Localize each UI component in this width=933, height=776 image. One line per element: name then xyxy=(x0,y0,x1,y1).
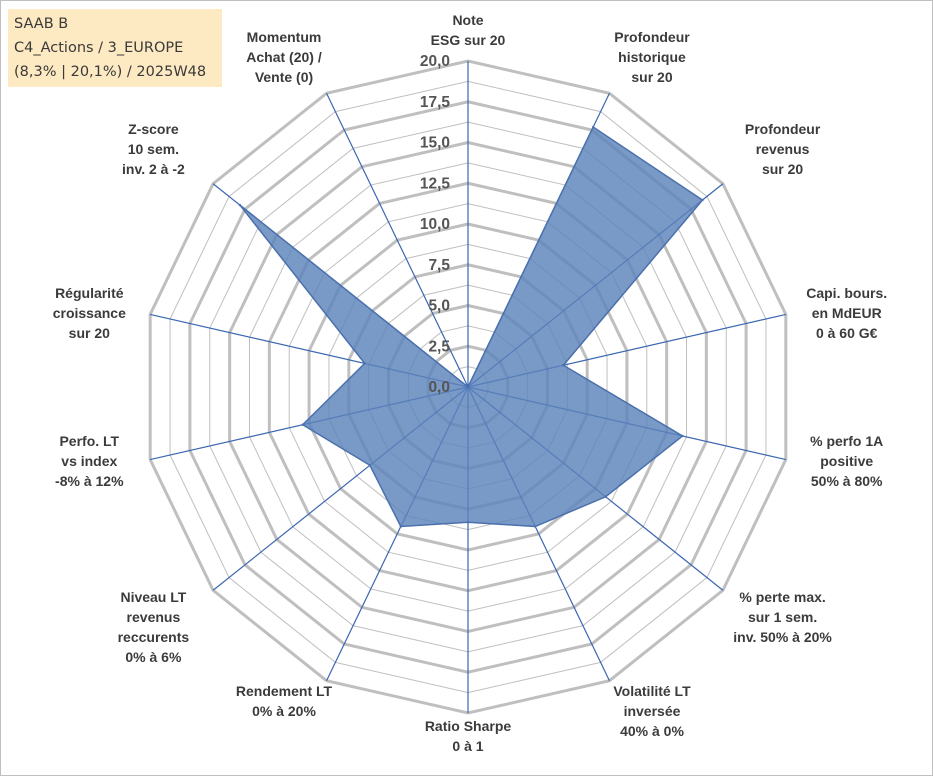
tick-label: 2,5 xyxy=(428,338,450,355)
radar-series xyxy=(238,125,704,528)
category-label: 10 sem. xyxy=(128,141,179,157)
stock-category: C4_Actions / 3_EUROPE xyxy=(14,40,184,56)
tick-label: 17,5 xyxy=(420,94,451,111)
category-label: revenus xyxy=(756,141,810,157)
tick-label: 7,5 xyxy=(428,257,450,274)
category-label: Capi. bours. xyxy=(806,285,887,301)
series-point xyxy=(591,125,595,129)
category-label: 0% à 20% xyxy=(252,703,316,719)
series-point xyxy=(399,525,403,528)
series-point xyxy=(466,385,470,389)
stock-period: (8,3% | 20,1%) / 2025W48 xyxy=(14,64,207,80)
category-label: Niveau LT xyxy=(120,589,186,605)
category-label: 50% à 80% xyxy=(811,473,883,489)
category-label: inv. 50% à 20% xyxy=(733,629,832,645)
radar-tick-labels: 0,0 2,5 5,0 7,5 10,0 12,5 15,0 17,5 20,0 xyxy=(420,53,451,396)
category-label: sur 20 xyxy=(69,325,110,341)
tick-label: 5,0 xyxy=(428,298,450,315)
category-label: inv. 2 à -2 xyxy=(122,161,185,177)
axis-spoke xyxy=(326,93,469,388)
category-label: reccurents xyxy=(118,629,190,645)
radar-category-labels: Note ESG sur 20 Profondeur historique sur 20… xyxy=(53,12,887,754)
info-box: SAAB B C4_Actions / 3_EUROPE (8,3% | 20,… xyxy=(8,9,222,87)
series-point xyxy=(466,521,470,524)
category-label: en MdEUR xyxy=(812,305,882,321)
series-point xyxy=(533,525,537,528)
category-label: Rendement LT xyxy=(236,683,333,699)
stock-name: SAAB B xyxy=(14,16,69,32)
category-label: Achat (20) / xyxy=(246,49,322,65)
category-label: -8% à 12% xyxy=(55,473,124,489)
series-point xyxy=(368,464,372,467)
category-label: Profondeur xyxy=(614,29,690,45)
category-label: croissance xyxy=(53,305,126,321)
category-label: Momentum xyxy=(247,29,322,45)
category-label: vs index xyxy=(61,453,117,469)
series-area xyxy=(239,125,704,528)
category-label: sur 20 xyxy=(631,69,672,85)
category-label: % perfo 1A xyxy=(810,433,883,449)
category-label: revenus xyxy=(127,609,181,625)
tick-label: 10,0 xyxy=(420,216,450,233)
category-label: Perfo. LT xyxy=(59,433,119,449)
series-point xyxy=(238,203,242,207)
category-label: Profondeur xyxy=(745,121,821,137)
category-label: Note xyxy=(452,12,483,28)
tick-label: 15,0 xyxy=(420,135,450,152)
category-label: inversée xyxy=(624,703,681,719)
category-label: sur 20 xyxy=(762,161,803,177)
category-label: % perte max. xyxy=(739,589,825,605)
category-label: 0 à 60 G€ xyxy=(816,325,878,341)
tick-label: 20,0 xyxy=(420,53,450,70)
category-label: historique xyxy=(618,49,686,65)
category-label: sur 1 sem. xyxy=(748,609,817,625)
series-point xyxy=(701,198,704,202)
category-label: Z-score xyxy=(128,121,179,137)
series-point xyxy=(301,423,304,426)
category-label: 40% à 0% xyxy=(620,723,684,739)
category-label: positive xyxy=(820,453,873,469)
category-label: Volatilité LT xyxy=(613,683,691,699)
series-point xyxy=(363,362,366,365)
category-label: 0 à 1 xyxy=(452,738,483,754)
category-label: Ratio Sharpe xyxy=(425,718,512,734)
series-point xyxy=(562,364,565,367)
category-label: 0% à 6% xyxy=(125,649,182,665)
category-label: Régularité xyxy=(55,285,124,301)
series-point xyxy=(681,434,684,438)
tick-label: 0,0 xyxy=(428,379,450,396)
category-label: ESG sur 20 xyxy=(431,32,506,48)
category-label: Vente (0) xyxy=(255,69,313,85)
series-point xyxy=(604,495,607,498)
tick-label: 12,5 xyxy=(420,175,451,192)
